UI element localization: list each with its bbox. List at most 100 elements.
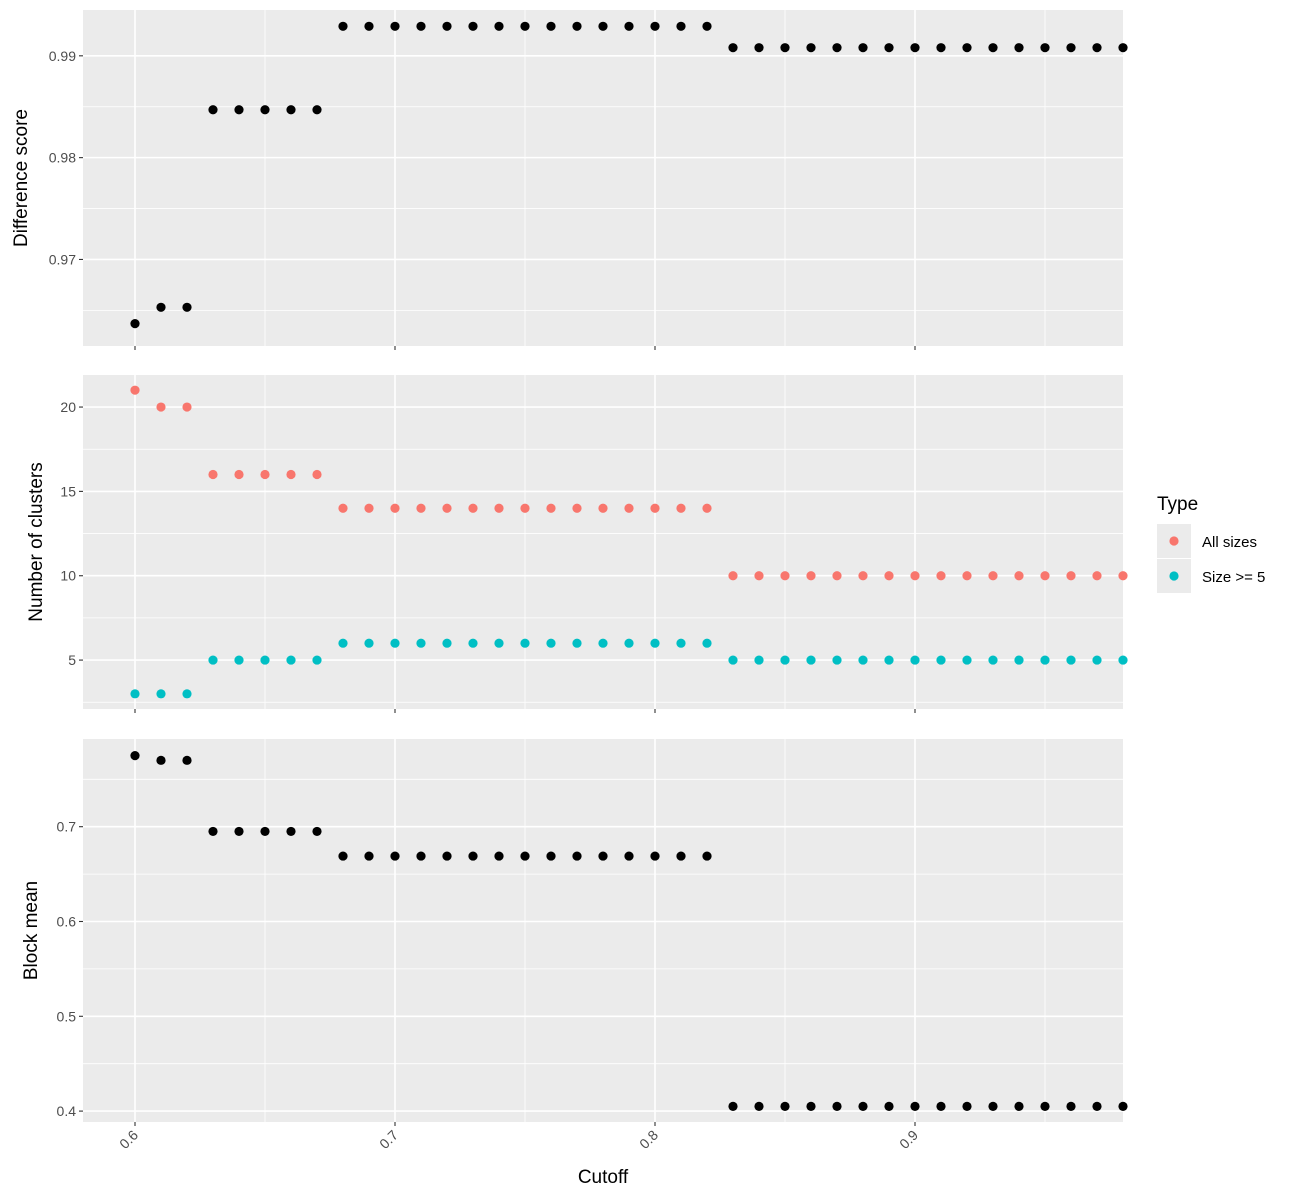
data-point: [1014, 655, 1024, 665]
data-point: [442, 638, 452, 648]
data-point: [442, 503, 452, 513]
data-point: [286, 826, 296, 837]
data-point: [390, 21, 400, 31]
data-point: [130, 689, 140, 699]
y-axis-title: Block mean: [21, 881, 42, 980]
data-point: [1118, 1101, 1128, 1111]
y-tick-label: 20: [60, 399, 76, 415]
data-point: [468, 638, 478, 648]
data-point: [754, 655, 764, 665]
data-point: [182, 755, 192, 765]
x-tick-labels: 0.6 0.7 0.8 0.9: [116, 1127, 921, 1152]
data-point: [962, 571, 972, 581]
data-point: [312, 655, 322, 665]
data-point: [182, 689, 192, 699]
data-point: [442, 21, 452, 31]
data-point: [884, 1101, 894, 1111]
data-point: [598, 503, 608, 513]
data-point: [884, 655, 894, 665]
data-point: [312, 469, 322, 480]
data-point: [910, 655, 920, 665]
panel-2: 5 10 15 20 Number of clusters: [26, 375, 1128, 713]
data-point: [1066, 571, 1076, 581]
legend-label-all-sizes: All sizes: [1202, 534, 1257, 551]
data-point: [286, 655, 296, 665]
data-point: [494, 503, 504, 513]
data-point: [962, 43, 972, 53]
data-point: [546, 638, 556, 648]
data-point: [728, 1101, 738, 1111]
data-point: [1118, 43, 1128, 53]
data-point: [962, 655, 972, 665]
data-point: [260, 655, 270, 665]
series-1: [130, 385, 1128, 581]
data-point: [754, 571, 764, 581]
data-point: [572, 503, 582, 513]
data-point: [156, 302, 166, 312]
data-point: [364, 503, 374, 513]
data-point: [676, 638, 686, 648]
data-point: [650, 851, 660, 861]
data-point: [390, 638, 400, 648]
data-point: [910, 1101, 920, 1111]
data-point: [520, 503, 530, 513]
data-point: [520, 21, 530, 31]
data-point: [910, 571, 920, 581]
panel-1: 0.97 0.98 0.99 Difference score: [11, 10, 1128, 350]
x-axis-title: Cutoff: [578, 1167, 629, 1188]
data-point: [468, 851, 478, 861]
data-point: [936, 43, 946, 53]
data-point: [1092, 1101, 1102, 1111]
data-point: [754, 1101, 764, 1111]
y-axis-title: Number of clusters: [26, 462, 47, 621]
data-point: [988, 655, 998, 665]
data-point: [546, 851, 556, 861]
series-1: [130, 21, 1128, 329]
data-point: [1040, 1101, 1050, 1111]
data-point: [286, 469, 296, 480]
data-point: [624, 851, 634, 861]
data-point: [910, 43, 920, 53]
data-point: [806, 655, 816, 665]
data-point: [1066, 655, 1076, 665]
data-point: [338, 638, 348, 648]
data-point: [182, 402, 192, 412]
series-2: [130, 638, 1128, 699]
data-point: [832, 1101, 842, 1111]
data-point: [234, 655, 244, 665]
data-point: [416, 638, 426, 648]
data-point: [208, 469, 218, 480]
data-point: [494, 638, 504, 648]
data-point: [156, 689, 166, 699]
data-point: [338, 503, 348, 513]
data-point: [416, 503, 426, 513]
data-point: [624, 21, 634, 31]
data-point: [702, 21, 712, 31]
data-point: [676, 503, 686, 513]
data-point: [208, 105, 218, 115]
data-point: [182, 302, 192, 312]
data-point: [988, 1101, 998, 1111]
data-point: [1092, 43, 1102, 53]
y-tick-label: 5: [68, 652, 76, 668]
data-point: [780, 655, 790, 665]
data-point: [338, 21, 348, 31]
y-tick-label: 0.7: [57, 819, 77, 835]
data-point: [988, 43, 998, 53]
data-point: [208, 655, 218, 665]
data-point: [286, 105, 296, 115]
data-point: [572, 851, 582, 861]
data-point: [624, 638, 634, 648]
data-point: [1092, 571, 1102, 581]
legend-title: Type: [1157, 494, 1198, 515]
y-tick-label: 15: [60, 483, 76, 499]
data-point: [858, 43, 868, 53]
y-tick-label: 0.97: [49, 251, 76, 267]
data-point: [234, 826, 244, 837]
data-point: [1014, 571, 1024, 581]
data-point: [832, 571, 842, 581]
data-point: [832, 655, 842, 665]
data-point: [624, 503, 634, 513]
data-point: [728, 571, 738, 581]
panel-background: [83, 739, 1123, 1122]
